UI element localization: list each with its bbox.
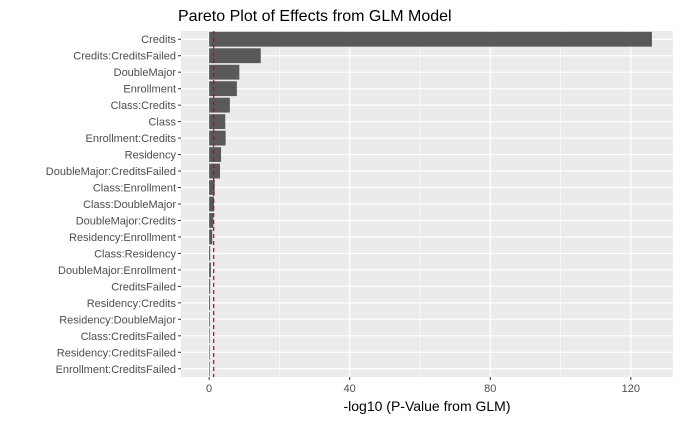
- y-tick-label: Credits: [141, 34, 176, 46]
- y-tick-label: DoubleMajor:CreditsFailed: [46, 166, 176, 178]
- bar-class-creditsfailed: [209, 328, 210, 344]
- bar-class: [209, 114, 226, 130]
- bar-residency: [209, 147, 222, 162]
- bar-enrollment: [209, 81, 237, 97]
- grid-layer: [181, 31, 673, 377]
- bar-enrollment-credits: [209, 130, 226, 146]
- bar-class-doublemajor: [209, 196, 215, 212]
- y-tick-label: Enrollment:Credits: [86, 133, 177, 145]
- y-axis-labels: Credits Credits:CreditsFailed DoubleMajor E…: [46, 34, 181, 376]
- x-tick-label: 0: [206, 383, 212, 395]
- x-tick-label: 40: [344, 383, 356, 395]
- y-tick-label: Residency:CreditsFailed: [57, 347, 176, 359]
- bar-enrollment-creditsfailed: [209, 361, 210, 377]
- y-tick-label: Class:Credits: [111, 100, 177, 112]
- bar-class-enrollment: [209, 180, 215, 195]
- bar-credits: [209, 31, 652, 47]
- y-tick-label: CreditsFailed: [111, 281, 176, 293]
- x-axis-title: -log10 (P-Value from GLM): [343, 398, 510, 414]
- y-tick-label: Class:Residency: [94, 248, 176, 260]
- bars-layer: [209, 31, 652, 377]
- y-tick-label: DoubleMajor: [114, 67, 177, 79]
- y-tick-label: Enrollment:CreditsFailed: [56, 364, 176, 376]
- y-tick-label: Class: [148, 117, 176, 129]
- y-tick-label: DoubleMajor:Enrollment: [58, 265, 176, 277]
- y-tick-label: Enrollment: [123, 84, 176, 96]
- y-tick-label: Class:Enrollment: [93, 183, 176, 195]
- y-tick-label: Residency:Credits: [87, 298, 177, 310]
- bar-doublemajor: [209, 64, 240, 80]
- bar-residency-doublemajor: [209, 311, 210, 327]
- bar-doublemajor-creditsfailed: [209, 163, 221, 179]
- x-axis-labels: 0 40 80 120: [206, 377, 640, 395]
- bar-class-credits: [209, 97, 230, 113]
- bar-creditsfailed: [209, 278, 211, 294]
- chart-title: Pareto Plot of Effects from GLM Model: [178, 8, 452, 25]
- y-tick-label: Residency:DoubleMajor: [59, 314, 176, 326]
- bar-residency-creditsfailed: [209, 344, 210, 360]
- bar-class-residency: [209, 246, 211, 261]
- y-tick-label: Class:CreditsFailed: [81, 331, 176, 343]
- bar-residency-credits: [209, 295, 210, 311]
- bar-residency-enrollment: [209, 229, 213, 245]
- y-tick-label: Residency:Enrollment: [69, 232, 176, 244]
- x-tick-label: 120: [622, 383, 640, 395]
- bar-doublemajor-credits: [209, 213, 214, 228]
- x-tick-label: 80: [484, 383, 496, 395]
- y-tick-label: Class:DoubleMajor: [83, 199, 176, 211]
- bar-doublemajor-enrollment: [209, 262, 211, 278]
- y-tick-label: DoubleMajor:Credits: [76, 215, 177, 227]
- y-tick-label: Credits:CreditsFailed: [73, 51, 176, 63]
- bar-credits-creditsfailed: [209, 48, 261, 64]
- y-tick-label: Residency: [125, 150, 177, 162]
